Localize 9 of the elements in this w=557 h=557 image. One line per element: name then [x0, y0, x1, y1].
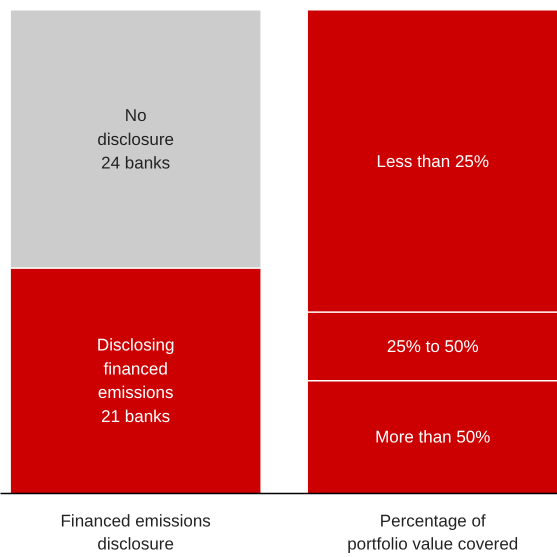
series-label: More than 50%	[375, 428, 490, 447]
x-tick-label: Percentage of portfolio value covered	[347, 512, 518, 554]
data-label: 21 banks	[101, 406, 170, 426]
series-label: 25% to 50%	[386, 336, 479, 356]
x-tick-label: Financed emissions disclosure	[60, 512, 211, 554]
series-label: Less than 25%	[376, 152, 489, 171]
series-label: No disclosure	[97, 106, 174, 149]
series-label: Disclosing financed emissions	[96, 336, 174, 402]
data-label: 24 banks	[101, 154, 170, 173]
